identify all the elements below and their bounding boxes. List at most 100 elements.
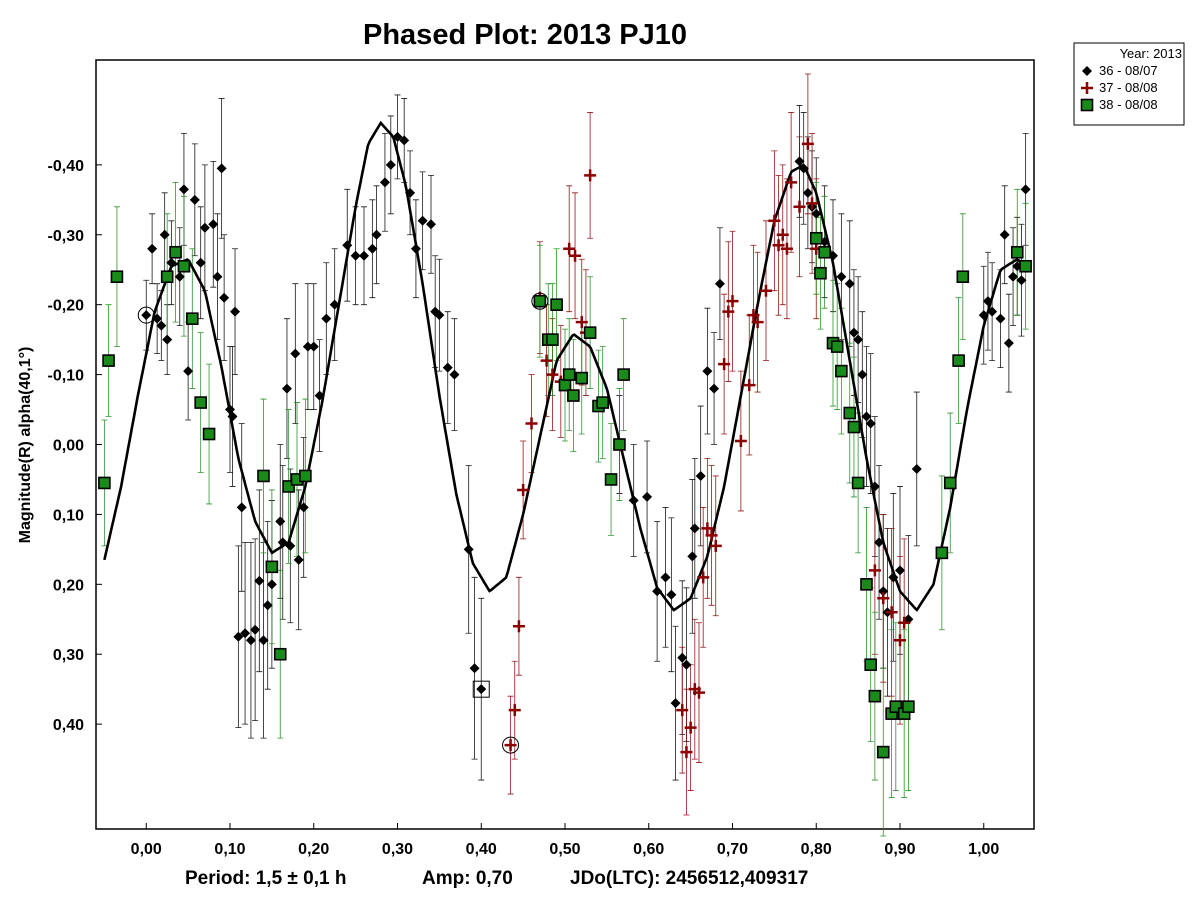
data-point [693, 686, 705, 699]
data-point [236, 502, 247, 513]
data-point [798, 163, 809, 174]
data-point [596, 396, 609, 409]
data-point [956, 270, 970, 284]
data-point [628, 495, 639, 506]
data-point [314, 390, 325, 401]
data-point [575, 316, 588, 329]
data-point [442, 362, 453, 373]
data-point [785, 176, 798, 189]
data-point [405, 187, 416, 198]
data-point [1019, 259, 1032, 273]
data-point [302, 341, 313, 352]
y-tick-label: 0,20 [53, 577, 84, 594]
data-point [877, 592, 890, 605]
highlight-circle [137, 306, 155, 324]
data-point [878, 586, 889, 597]
data-point [801, 137, 814, 150]
data-point [558, 378, 572, 392]
data-point [1010, 245, 1024, 259]
data-point [230, 306, 241, 317]
legend-marker [1080, 98, 1094, 112]
y-tick-label: 0,30 [53, 647, 84, 664]
y-tick-label: -0,40 [48, 158, 85, 175]
data-point [684, 721, 697, 734]
data-point [687, 551, 698, 562]
data-point [868, 564, 881, 577]
data-point [379, 177, 390, 188]
data-point [417, 215, 428, 226]
data-point [342, 240, 353, 251]
data-point [1020, 184, 1031, 195]
y-axis-label: Magnitude(R) alpha(40,1°) [17, 347, 34, 544]
data-point [868, 689, 882, 703]
data-point [943, 476, 957, 490]
x-tick-label: 1,00 [968, 841, 999, 858]
data-point [726, 295, 739, 308]
data-point [809, 231, 823, 245]
x-tick-label: 0,40 [466, 841, 497, 858]
data-point [747, 309, 760, 322]
y-tick-label: -0,10 [48, 368, 85, 385]
data-point [359, 250, 369, 261]
data-point [978, 310, 989, 321]
data-point [540, 354, 553, 367]
x-tick-label: 0,30 [382, 841, 413, 858]
data-point [212, 271, 223, 282]
data-point [265, 560, 279, 574]
x-tick-label: 0,00 [131, 841, 162, 858]
data-point [676, 704, 689, 717]
data-point [562, 368, 576, 381]
data-point [857, 369, 868, 380]
data-point [780, 242, 793, 255]
data-point [995, 313, 1006, 324]
data-point [195, 257, 206, 268]
data-point [250, 624, 261, 635]
data-point [299, 469, 312, 483]
data-point [861, 411, 872, 422]
data-point [702, 366, 713, 377]
data-point [695, 470, 706, 481]
data-point [689, 523, 700, 534]
data-point [282, 480, 295, 493]
data-point [293, 554, 304, 565]
data-point [183, 366, 194, 377]
data-point [952, 354, 965, 367]
data-point [888, 572, 899, 583]
data-point [371, 229, 382, 240]
data-point [666, 589, 677, 600]
highlight-circle [531, 292, 549, 310]
x-tick-label: 0,20 [298, 841, 329, 858]
data-point [275, 516, 286, 527]
data-point [285, 540, 296, 551]
data-point [469, 663, 480, 674]
data-point [298, 502, 309, 513]
data-point [999, 229, 1010, 240]
data-point [811, 208, 822, 219]
x-tick-label: 0,50 [549, 841, 580, 858]
axes-group: 0,00 0,10 0,20 0,30 0,40 0,50 0,60 0,70 0,80 0,90… [48, 158, 1000, 858]
data-point [367, 243, 378, 254]
data-point [504, 739, 517, 752]
data-point [865, 418, 876, 429]
data-point [245, 635, 256, 646]
data-point [508, 704, 521, 717]
x-tick-label: 0,70 [717, 841, 748, 858]
data-point [178, 184, 189, 195]
y-tick-label: 0,00 [53, 438, 84, 455]
x-tick-label: 0,80 [801, 841, 832, 858]
data-point [697, 571, 710, 584]
data-point [584, 169, 597, 182]
footer-amp: Amp: 0,70 [422, 868, 513, 889]
data-point [670, 698, 681, 709]
data-point [613, 438, 626, 451]
data-point [240, 628, 251, 639]
data-point [227, 411, 238, 422]
highlight-circle [502, 736, 520, 754]
data-point [874, 537, 885, 548]
data-point [476, 684, 487, 695]
data-point [760, 284, 772, 297]
data-point [160, 270, 174, 284]
data-point [162, 334, 173, 345]
data-point [843, 406, 857, 420]
data-point [350, 250, 361, 261]
